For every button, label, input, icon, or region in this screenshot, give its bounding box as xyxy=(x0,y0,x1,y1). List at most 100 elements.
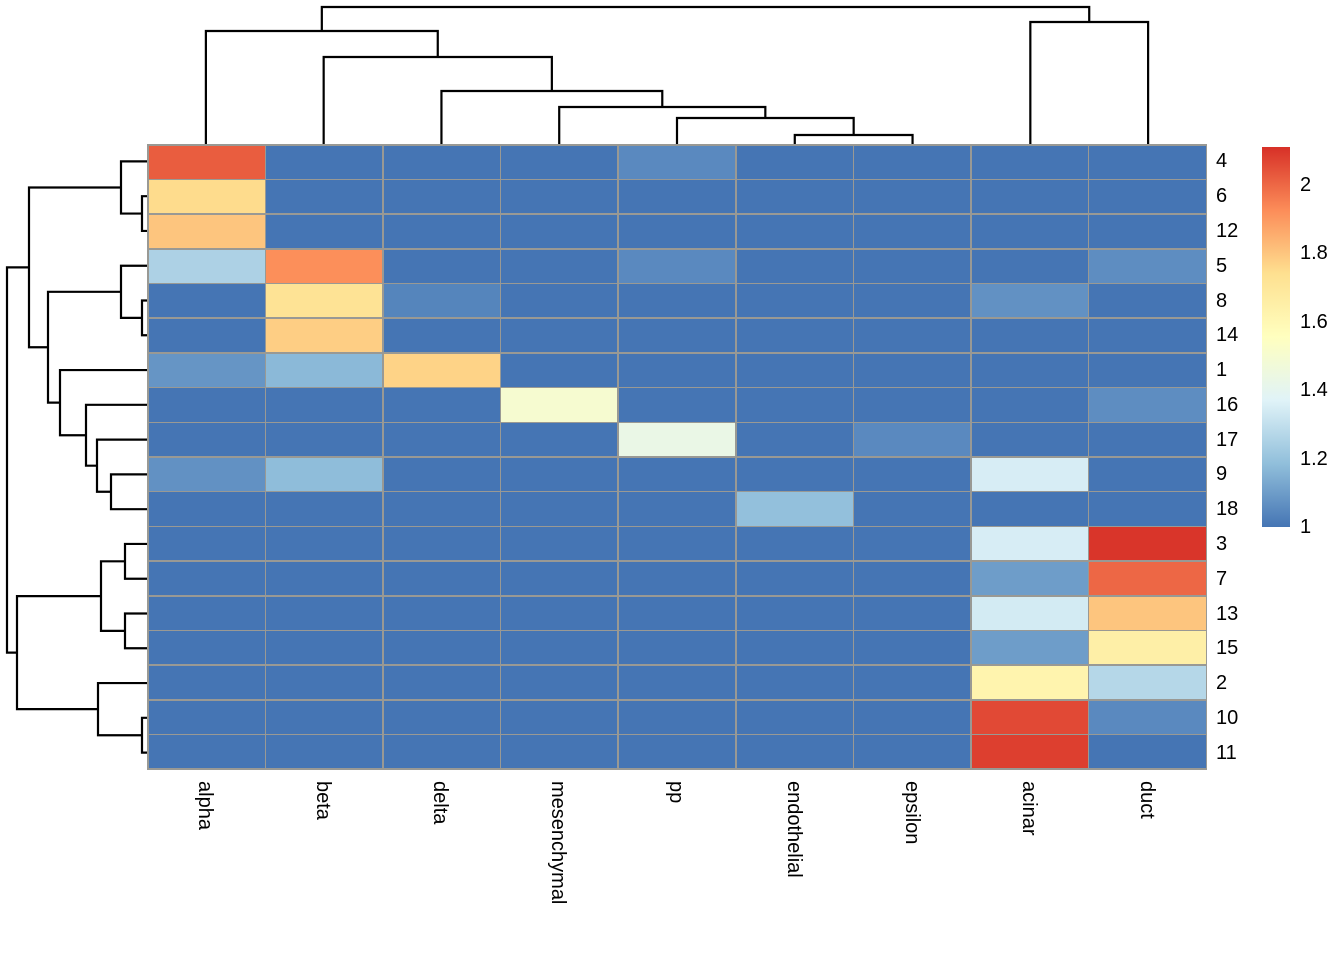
heatmap-cell xyxy=(1089,457,1206,491)
heatmap-cell xyxy=(736,665,853,700)
heatmap-cell xyxy=(971,318,1088,353)
dendrogram-branch xyxy=(793,133,914,144)
heatmap-cell xyxy=(618,457,736,491)
heatmap-cell xyxy=(618,665,736,700)
heatmap-cell xyxy=(148,423,265,457)
heatmap-cell xyxy=(266,388,383,422)
dendrogram-branch xyxy=(5,266,29,654)
heatmap-cell xyxy=(148,492,265,526)
heatmap-cell xyxy=(148,735,265,769)
dendrogram-branch xyxy=(1029,20,1150,144)
heatmap-cell xyxy=(736,561,853,596)
heatmap-cell xyxy=(501,249,618,283)
heatmap-cell xyxy=(383,527,500,561)
heatmap-cell xyxy=(618,527,736,561)
heatmap-cell xyxy=(501,527,618,561)
heatmap-cell xyxy=(148,665,265,700)
heatmap-cell xyxy=(148,284,265,318)
column-label: epsilon xyxy=(900,781,923,845)
legend-tick-label: 1.2 xyxy=(1300,447,1328,470)
heatmap-cell xyxy=(1089,735,1206,769)
dendrogram-branch xyxy=(675,116,855,144)
heatmap-cell xyxy=(383,318,500,353)
heatmap-cell xyxy=(736,214,853,249)
heatmap-cell xyxy=(736,249,853,283)
heatmap-cell xyxy=(266,735,383,769)
heatmap-cell xyxy=(854,423,971,457)
dendrogram-branch xyxy=(99,560,125,632)
heatmap-cell xyxy=(854,145,971,179)
column-label: pp xyxy=(665,781,687,804)
heatmap-cell xyxy=(1089,180,1206,214)
heatmap-cell xyxy=(736,180,853,214)
heatmap-cell xyxy=(148,214,265,249)
heatmap-cell xyxy=(1089,145,1206,179)
heatmap-cell xyxy=(1089,561,1206,596)
heatmap-grid xyxy=(147,144,1207,770)
heatmap-cell xyxy=(383,665,500,700)
column-label: alpha xyxy=(193,781,216,830)
heatmap-cell xyxy=(971,145,1088,179)
heatmap-cell xyxy=(854,353,971,387)
heatmap-cell xyxy=(618,596,736,630)
heatmap-cell xyxy=(501,492,618,526)
heatmap-cell xyxy=(501,318,618,353)
row-label: 10 xyxy=(1216,706,1239,729)
heatmap-cell xyxy=(854,318,971,353)
heatmap-cell xyxy=(736,527,853,561)
heatmap-cell xyxy=(854,457,971,491)
heatmap-cell xyxy=(148,388,265,422)
legend-tick-label: 2 xyxy=(1300,173,1312,196)
heatmap-cell xyxy=(618,492,736,526)
heatmap-cell xyxy=(971,561,1088,596)
heatmap-cell xyxy=(501,735,618,769)
color-scale-bar xyxy=(1262,147,1290,527)
heatmap-cell xyxy=(148,249,265,283)
heatmap-cell xyxy=(736,284,853,318)
heatmap-cell xyxy=(854,388,971,422)
heatmap-cell xyxy=(854,492,971,526)
heatmap-cell xyxy=(736,631,853,665)
dendrogram-branch xyxy=(558,105,767,144)
heatmap-cell xyxy=(501,353,618,387)
heatmap-cell xyxy=(383,631,500,665)
dendrogram-branch xyxy=(15,595,101,711)
heatmap-cell xyxy=(266,457,383,491)
heatmap-cell xyxy=(854,561,971,596)
heatmap-cell xyxy=(266,249,383,283)
dendrogram-branch xyxy=(322,55,553,144)
row-label: 15 xyxy=(1216,637,1239,660)
heatmap-cell xyxy=(501,665,618,700)
heatmap-cell xyxy=(148,631,265,665)
heatmap-cell xyxy=(383,423,500,457)
heatmap-cell xyxy=(383,457,500,491)
heatmap-cell xyxy=(148,457,265,491)
heatmap-cell xyxy=(501,561,618,596)
row-label: 7 xyxy=(1216,567,1228,590)
heatmap-cell xyxy=(383,735,500,769)
heatmap-cell xyxy=(618,249,736,283)
heatmap-cell xyxy=(971,388,1088,422)
heatmap-cell xyxy=(736,735,853,769)
row-label: 17 xyxy=(1216,428,1239,451)
heatmap-cell xyxy=(971,423,1088,457)
heatmap-cell xyxy=(383,561,500,596)
heatmap-cell xyxy=(148,596,265,630)
heatmap-cell xyxy=(501,457,618,491)
heatmap-cell xyxy=(1089,318,1206,353)
heatmap-cell xyxy=(736,353,853,387)
heatmap-cell xyxy=(971,180,1088,214)
heatmap-cell xyxy=(854,214,971,249)
heatmap-cell xyxy=(618,561,736,596)
heatmap-cell xyxy=(854,249,971,283)
column-label: endothelial xyxy=(782,781,805,878)
heatmap-cell xyxy=(1089,596,1206,630)
row-label: 18 xyxy=(1216,498,1239,521)
heatmap-cell xyxy=(971,353,1088,387)
legend-tick-label: 1 xyxy=(1300,516,1312,538)
column-label: acinar xyxy=(1018,781,1041,836)
column-labels: alpha beta delta mesenchymal pp endothelial ep… xyxy=(147,781,1207,960)
dendrogram-branch xyxy=(84,403,147,467)
heatmap-cell xyxy=(618,145,736,179)
heatmap-cell xyxy=(736,318,853,353)
